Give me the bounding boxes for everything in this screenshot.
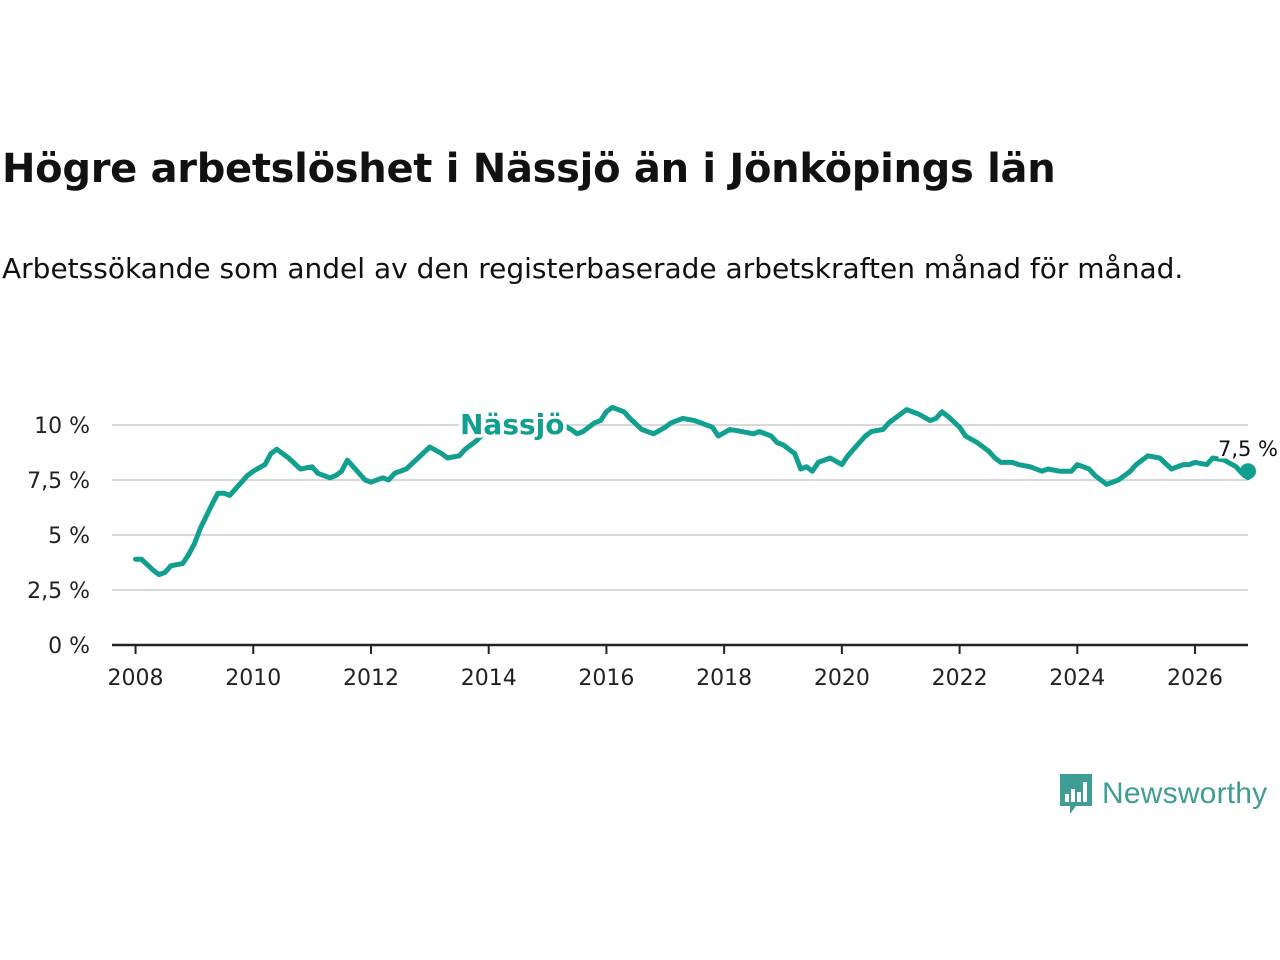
x-tick-label: 2014 <box>461 666 517 691</box>
series-end-marker-0 <box>1240 463 1256 480</box>
series-end-label-0: 7,5 % <box>1218 437 1278 461</box>
newsworthy-logo: Newsworthy <box>1058 772 1267 816</box>
series-label-0: Nässjö <box>460 408 565 441</box>
x-tick-label: 2026 <box>1167 666 1223 691</box>
x-tick-label: 2022 <box>932 666 988 691</box>
chart-subtitle: Arbetssökande som andel av den registerb… <box>2 252 1184 285</box>
y-tick-label: 10 % <box>34 414 90 439</box>
y-tick-label: 7,5 % <box>27 469 90 494</box>
x-axis: 2008 2010 2012 2014 2016 2018 2020 2022 2024 2026 <box>108 643 1248 691</box>
y-axis-ticks: 0 % 2,5 % 5 % 7,5 % 10 % <box>27 414 90 659</box>
x-tick-label: 2024 <box>1049 666 1105 691</box>
x-tick-label: 2010 <box>225 666 281 691</box>
x-tick-label: 2012 <box>343 666 399 691</box>
x-tick-label: 2018 <box>696 666 752 691</box>
y-tick-label: 5 % <box>48 524 90 549</box>
newsworthy-wordmark: Newsworthy <box>1102 777 1268 810</box>
line-chart: 0 % 2,5 % 5 % 7,5 % 10 % 2008 2010 2012 2014 201… <box>27 404 1280 691</box>
newsworthy-logo-icon <box>1060 774 1092 814</box>
gridlines <box>112 424 1248 591</box>
x-tick-label: 2016 <box>578 666 634 691</box>
y-tick-label: 0 % <box>48 634 90 659</box>
series-lines <box>133 404 1256 578</box>
series-labels: 7,5 % Nässjö <box>456 404 1280 463</box>
y-tick-label: 2,5 % <box>27 579 90 604</box>
series-line-0 <box>133 404 1251 578</box>
x-tick-label: 2008 <box>108 666 164 691</box>
chart-title: Högre arbetslöshet i Nässjö än i Jönköpi… <box>2 146 1056 192</box>
x-tick-label: 2020 <box>814 666 870 691</box>
